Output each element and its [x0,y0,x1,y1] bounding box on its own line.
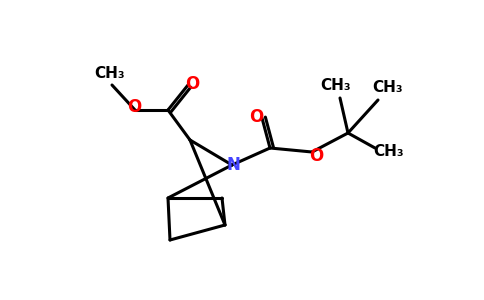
Text: CH₃: CH₃ [373,80,403,95]
Text: CH₃: CH₃ [321,79,351,94]
Text: CH₃: CH₃ [374,145,404,160]
Text: O: O [249,108,263,126]
Text: N: N [226,156,240,174]
Text: CH₃: CH₃ [95,65,125,80]
Text: O: O [185,75,199,93]
Text: O: O [309,147,323,165]
Text: O: O [127,98,141,116]
